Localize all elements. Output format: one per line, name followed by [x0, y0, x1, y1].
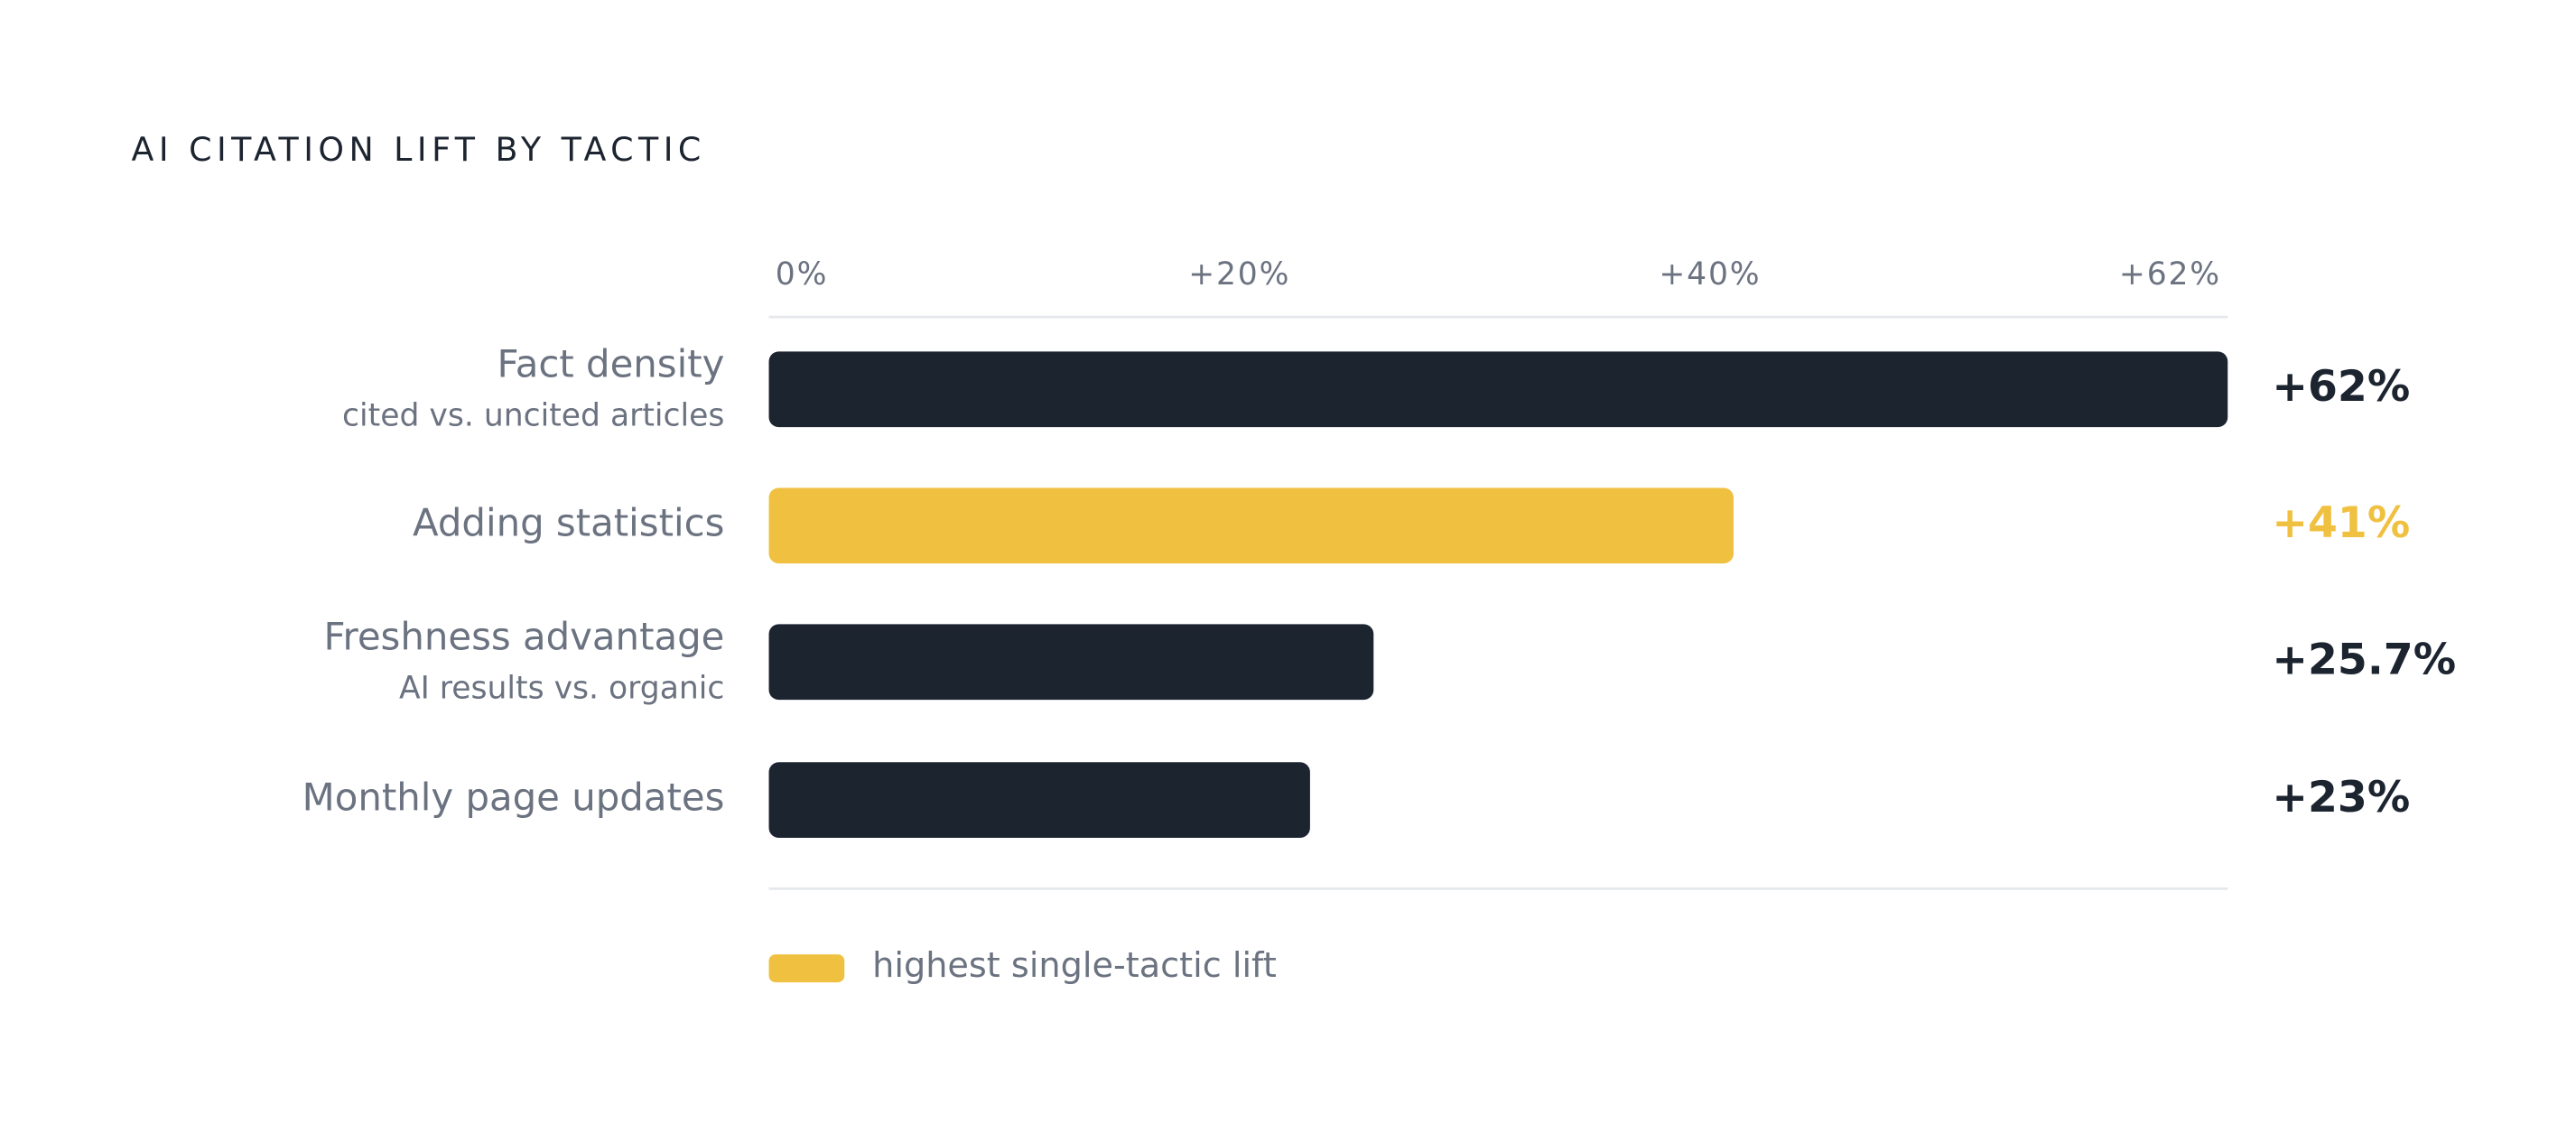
category-label: Freshness advantage — [324, 614, 725, 658]
value-label: +62% — [2272, 362, 2410, 412]
legend-swatch — [768, 954, 845, 983]
category-sublabel: AI results vs. organic — [399, 671, 724, 707]
x-tick-label: +62% — [2119, 256, 2221, 293]
x-tick-label: +20% — [1188, 256, 1290, 293]
bar — [768, 762, 1310, 838]
x-tick-label: 0% — [776, 256, 828, 293]
x-tick-label: +40% — [1659, 256, 1761, 293]
category-label: Adding statistics — [413, 501, 724, 545]
category-label: Fact density — [497, 341, 724, 386]
category-label: Monthly page updates — [302, 776, 725, 820]
chart-title: AI CITATION LIFT BY TACTIC — [132, 130, 706, 169]
category-sublabel: cited vs. uncited articles — [342, 398, 724, 434]
value-label: +41% — [2272, 498, 2410, 548]
bar — [768, 624, 1374, 701]
legend-label: highest single-tactic lift — [872, 946, 1277, 986]
bar — [768, 351, 2228, 428]
bar — [768, 488, 1734, 564]
value-label: +23% — [2272, 773, 2410, 822]
value-label: +25.7% — [2272, 635, 2456, 684]
